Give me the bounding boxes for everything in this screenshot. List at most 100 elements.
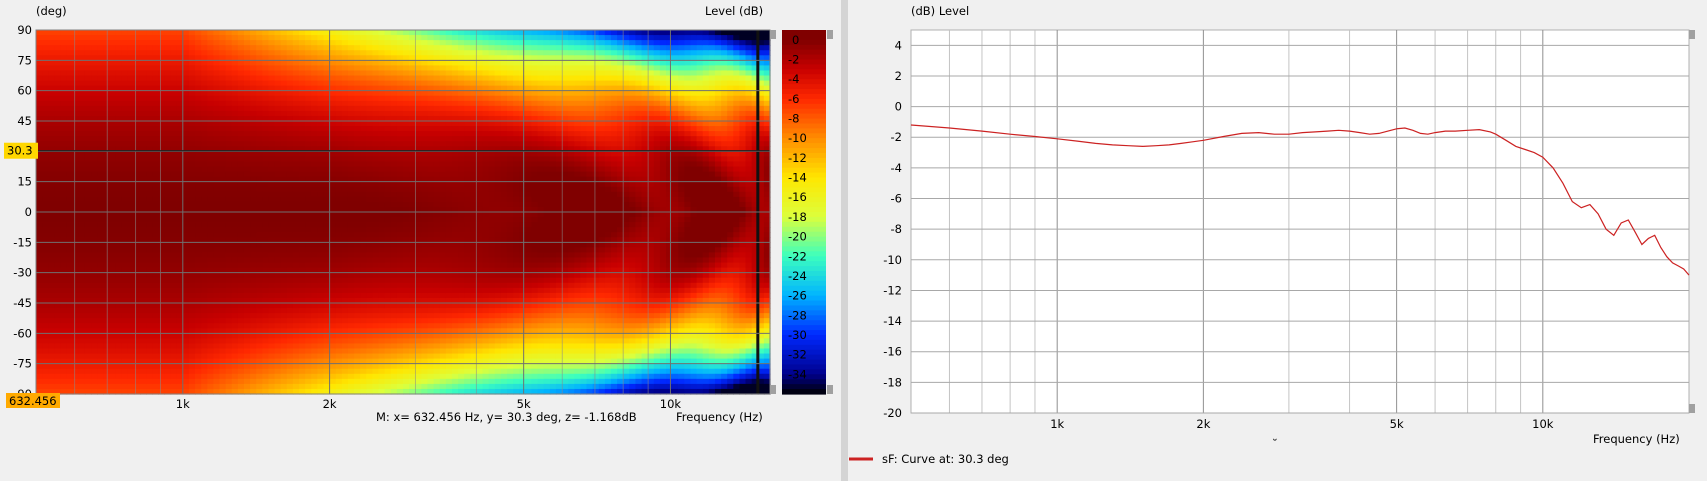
- heatmap-cell: [91, 176, 98, 183]
- heatmap-cell: [262, 196, 270, 203]
- heatmap-cell: [360, 237, 367, 243]
- heatmap-cell: [207, 378, 214, 385]
- heatmap-cell: [237, 136, 245, 142]
- heatmap-cell: [384, 383, 392, 390]
- heatmap-cell: [188, 171, 196, 178]
- heatmap-cell: [72, 267, 80, 274]
- heatmap-cell: [347, 272, 355, 279]
- heatmap-cell: [354, 191, 361, 198]
- heatmap-cell: [451, 156, 459, 163]
- panel-divider[interactable]: [841, 0, 848, 481]
- heatmap-cell: [115, 242, 123, 248]
- heatmap-cell: [250, 136, 257, 142]
- heatmap-cell: [60, 328, 68, 334]
- heatmap-cell: [231, 136, 239, 142]
- heatmap-cell: [451, 232, 459, 238]
- heatmap-cell: [182, 60, 190, 66]
- heatmap-cell: [188, 60, 196, 66]
- heatmap-cell: [335, 252, 343, 259]
- heatmap-cell: [115, 368, 123, 375]
- heatmap-cell: [409, 136, 416, 142]
- heatmap-cell: [256, 252, 263, 259]
- heatmap-cell: [311, 363, 318, 370]
- heatmap-cell: [311, 242, 318, 248]
- heatmap-cell: [60, 257, 68, 264]
- heatmap-cell: [250, 353, 257, 360]
- heatmap-cell: [354, 85, 361, 92]
- heatmap-cell: [48, 206, 55, 213]
- heatmap-cell: [60, 308, 68, 314]
- heatmap-cell: [243, 333, 251, 339]
- heatmap-cell: [133, 222, 141, 228]
- heatmap-cell: [54, 70, 62, 77]
- heatmap-cell: [433, 297, 441, 304]
- heatmap-cell: [305, 373, 312, 380]
- heatmap-cell: [329, 201, 337, 208]
- heatmap-cell: [384, 368, 392, 375]
- heatmap-cell: [121, 262, 129, 269]
- heatmap-cell: [311, 191, 318, 198]
- heatmap-cell: [396, 146, 404, 152]
- heatmap-cell: [78, 105, 86, 112]
- heatmap-cell: [164, 65, 172, 72]
- heatmap-cell: [439, 343, 447, 350]
- heatmap-cell: [48, 105, 55, 112]
- heatmap-cell: [256, 156, 263, 163]
- heatmap-cell: [36, 35, 43, 41]
- heatmap-cell: [403, 30, 410, 36]
- heatmap-cell: [97, 40, 104, 46]
- heatmap-cell: [274, 136, 282, 142]
- heatmap-cell: [127, 308, 135, 314]
- heatmap-cell: [139, 282, 147, 289]
- heatmap-cell: [445, 287, 453, 294]
- heatmap-cell: [317, 313, 325, 319]
- heatmap-cell: [237, 383, 245, 390]
- heatmap-cell: [54, 247, 62, 254]
- heatmap-cell: [109, 186, 117, 193]
- heatmap-cell: [84, 60, 92, 66]
- heatmap-cell: [274, 181, 282, 188]
- heatmap-cell: [176, 80, 184, 87]
- heatmap-cell: [415, 333, 422, 339]
- heatmap-cell: [121, 343, 129, 350]
- heatmap-cell: [91, 277, 98, 284]
- heatmap-cell: [170, 287, 178, 294]
- heatmap-cell: [280, 232, 288, 238]
- heatmap-cell: [48, 90, 55, 97]
- heatmap-cell: [292, 368, 300, 375]
- heatmap-cell: [127, 222, 135, 228]
- heatmap-cell: [299, 181, 306, 188]
- heatmap-cell: [42, 227, 49, 233]
- heatmap-cell: [409, 212, 416, 218]
- heatmap-cell: [195, 257, 202, 264]
- heatmap-cell: [299, 388, 306, 395]
- heatmap-cell: [146, 141, 153, 147]
- heatmap-cell: [409, 378, 416, 385]
- heatmap-cell: [133, 181, 141, 188]
- heatmap-cell: [372, 45, 380, 51]
- heatmap-cell: [378, 272, 386, 279]
- heatmap-cell: [231, 257, 239, 264]
- heatmap-cell: [262, 60, 270, 66]
- heatmap-cell: [127, 181, 135, 188]
- heatmap-cell: [219, 136, 227, 142]
- heatmap-cell: [109, 373, 117, 380]
- heatmap-cell: [311, 227, 318, 233]
- heatmap-cell: [409, 171, 416, 178]
- heatmap-cell: [335, 348, 343, 355]
- heatmap-cell: [323, 267, 331, 274]
- heatmap-cell: [146, 60, 153, 66]
- heatmap-cell: [360, 121, 367, 127]
- heatmap-cell: [195, 85, 202, 92]
- heatmap-cell: [262, 353, 270, 360]
- heatmap-cell: [91, 161, 98, 168]
- heatmap-cell: [354, 40, 361, 46]
- heatmap-cell: [366, 247, 374, 254]
- heatmap-cell: [323, 358, 331, 365]
- heatmap-cell: [421, 191, 429, 198]
- heatmap-cell: [84, 217, 92, 223]
- heatmap-cell: [66, 227, 74, 233]
- heatmap-cell: [347, 227, 355, 233]
- heatmap-cell: [207, 212, 214, 218]
- heatmap-cell: [48, 136, 55, 142]
